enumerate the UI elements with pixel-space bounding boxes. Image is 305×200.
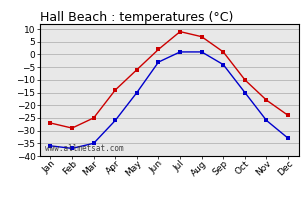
Text: Hall Beach : temperatures (°C): Hall Beach : temperatures (°C) bbox=[40, 11, 233, 24]
Text: www.allmetsat.com: www.allmetsat.com bbox=[45, 144, 124, 153]
